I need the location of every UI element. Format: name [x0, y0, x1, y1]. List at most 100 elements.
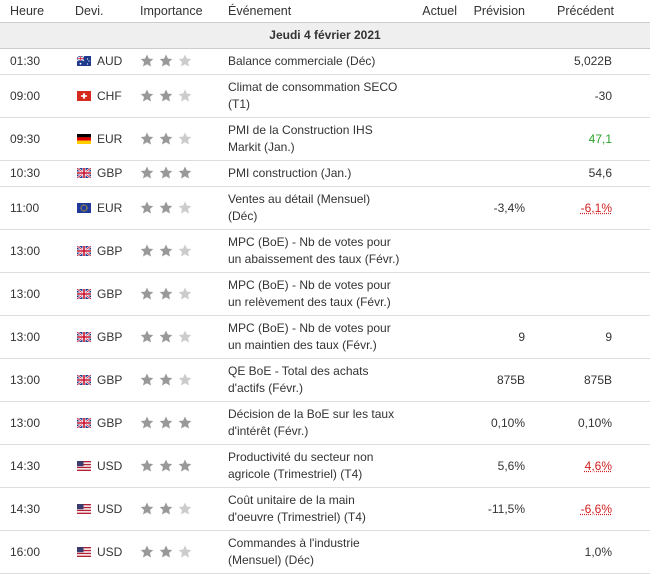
- star: [159, 459, 173, 472]
- star: [140, 89, 154, 102]
- date: Jeudi 4 février 2021: [0, 22, 650, 49]
- currency-code: AUD: [97, 54, 123, 68]
- currency-code: CHF: [97, 88, 122, 103]
- star: [140, 166, 154, 179]
- star: [159, 89, 173, 102]
- event-row: 14:30 USD Productivité du secteur non agri…: [0, 444, 650, 488]
- importance-stars: [140, 166, 197, 180]
- time: 09:30: [0, 117, 65, 161]
- star: [140, 502, 154, 515]
- previous: 1,0%: [533, 530, 650, 574]
- flag: [77, 56, 91, 66]
- time: 14:30: [0, 444, 65, 488]
- forecast: [463, 48, 533, 75]
- importance: [130, 74, 223, 118]
- actual: [405, 401, 463, 445]
- previous: 9: [533, 315, 650, 359]
- event-row: 01:30 AUD Balance commerciale (Déc) 5,022B: [0, 48, 650, 75]
- time: 13:00: [0, 358, 65, 402]
- forecast: 5,6%: [463, 444, 533, 488]
- forecast: [463, 74, 533, 118]
- star: [140, 287, 154, 300]
- table-body: Jeudi 4 février 2021 01:30 AUD Balance com…: [0, 22, 650, 574]
- time: 11:00: [0, 186, 65, 230]
- currency: GBP: [65, 272, 130, 316]
- time: 01:30: [0, 48, 65, 75]
- importance: [130, 186, 223, 230]
- star: [178, 502, 192, 515]
- importance-stars: [140, 373, 197, 387]
- currency: AUD: [65, 48, 130, 75]
- actual: [405, 48, 463, 75]
- event: Commandes à l'industrie (Mensuel) (Déc): [223, 530, 405, 574]
- flag: [77, 91, 91, 101]
- previous: 47,1: [533, 117, 650, 161]
- event: Ventes au détail (Mensuel) (Déc): [223, 186, 405, 230]
- forecast: [463, 160, 533, 187]
- importance-stars: [140, 89, 197, 103]
- actual: [405, 272, 463, 316]
- time: 13:00: [0, 315, 65, 359]
- header-cell: Prévision: [463, 0, 533, 23]
- forecast: [463, 229, 533, 273]
- currency: USD: [65, 487, 130, 531]
- flag: [77, 168, 91, 178]
- currency-code: GBP: [97, 415, 123, 430]
- event-row: 13:00 GBP MPC (BoE) - Nb de votes pour un …: [0, 315, 650, 359]
- star: [178, 132, 192, 145]
- star: [178, 89, 192, 102]
- time: 13:00: [0, 229, 65, 273]
- actual: [405, 160, 463, 187]
- flag: [77, 203, 91, 213]
- star: [140, 132, 154, 145]
- actual: [405, 117, 463, 161]
- currency: CHF: [65, 74, 130, 118]
- previous: 54,6: [533, 160, 650, 187]
- importance-stars: [140, 416, 197, 430]
- flag: [77, 134, 91, 144]
- star: [140, 244, 154, 257]
- actual: [405, 229, 463, 273]
- event: Balance commerciale (Déc): [223, 48, 405, 75]
- actual: [405, 358, 463, 402]
- previous-value: -6,6%: [580, 501, 612, 516]
- star: [159, 132, 173, 145]
- star: [140, 373, 154, 386]
- forecast: [463, 117, 533, 161]
- event-row: 14:30 USD Coût unitaire de la main d'oeuvr…: [0, 487, 650, 531]
- importance: [130, 444, 223, 488]
- star: [159, 330, 173, 343]
- previous-value: 54,6: [588, 166, 612, 180]
- currency: GBP: [65, 315, 130, 359]
- event-row: 13:00 GBP QE BoE - Total des achats d'acti…: [0, 358, 650, 402]
- flag: [77, 375, 91, 385]
- importance: [130, 48, 223, 75]
- currency: GBP: [65, 229, 130, 273]
- importance-stars: [140, 459, 197, 473]
- importance-stars: [140, 244, 197, 258]
- flag: [77, 504, 91, 514]
- star: [140, 416, 154, 429]
- currency-code: GBP: [97, 243, 123, 258]
- forecast: 0,10%: [463, 401, 533, 445]
- importance-stars: [140, 502, 197, 516]
- previous: [533, 272, 650, 316]
- star: [159, 502, 173, 515]
- importance: [130, 160, 223, 187]
- star: [178, 373, 192, 386]
- currency-code: GBP: [97, 166, 123, 180]
- currency-code: EUR: [97, 200, 123, 215]
- currency-code: USD: [97, 544, 123, 559]
- importance: [130, 272, 223, 316]
- flag: [77, 246, 91, 256]
- forecast: -3,4%: [463, 186, 533, 230]
- header-cell: Événement: [223, 0, 405, 23]
- time: 14:30: [0, 487, 65, 531]
- star: [140, 459, 154, 472]
- event-row: 16:00 USD Commandes à l'industrie (Mensuel…: [0, 530, 650, 574]
- importance-stars: [140, 54, 197, 68]
- forecast: 875B: [463, 358, 533, 402]
- previous-value: 47,1: [588, 131, 612, 146]
- importance: [130, 487, 223, 531]
